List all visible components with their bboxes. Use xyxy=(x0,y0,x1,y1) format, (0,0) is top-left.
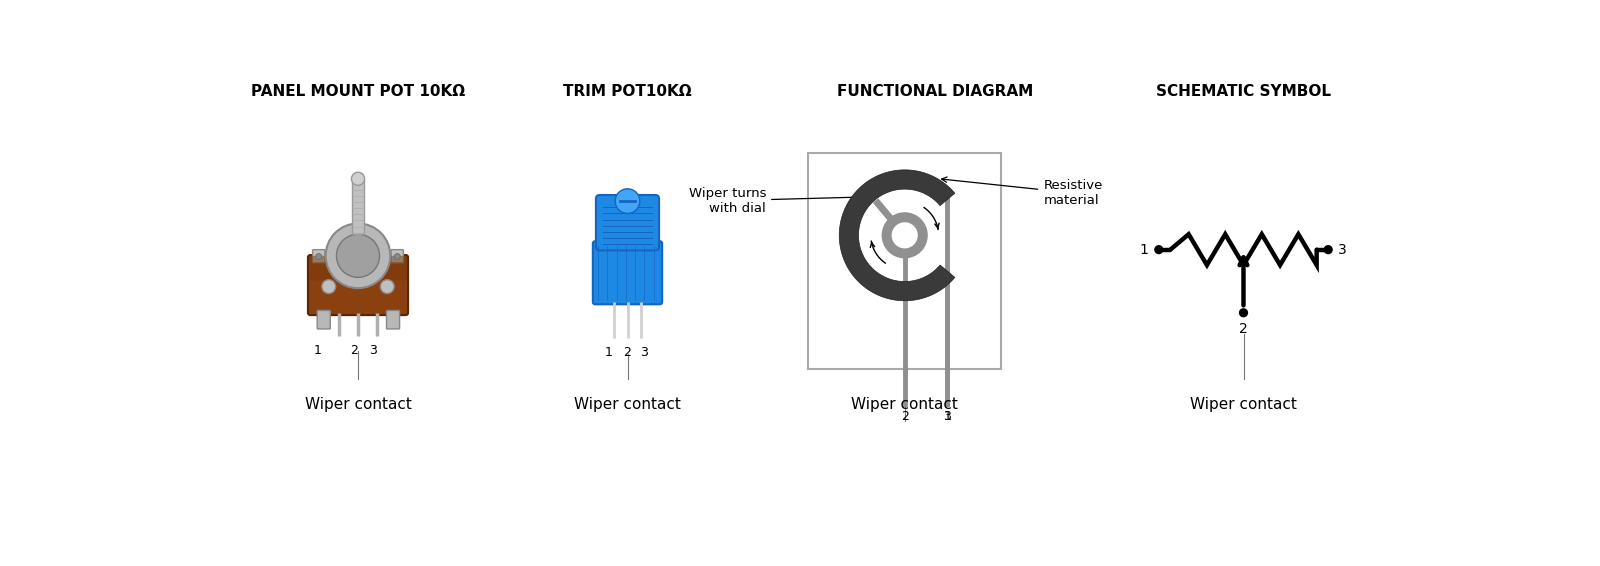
Polygon shape xyxy=(874,198,907,238)
Circle shape xyxy=(336,234,379,277)
FancyBboxPatch shape xyxy=(309,256,408,280)
Text: 2: 2 xyxy=(350,344,358,357)
Text: FUNCTIONAL DIAGRAM: FUNCTIONAL DIAGRAM xyxy=(837,84,1034,99)
Text: 1: 1 xyxy=(944,410,952,423)
Text: Wiper contact: Wiper contact xyxy=(851,397,958,413)
Text: 3: 3 xyxy=(944,410,952,423)
Text: 3: 3 xyxy=(640,346,648,359)
Bar xyxy=(352,179,365,234)
FancyBboxPatch shape xyxy=(307,255,408,315)
FancyBboxPatch shape xyxy=(594,241,662,305)
Text: 1: 1 xyxy=(1139,243,1149,256)
Text: Wiper contact: Wiper contact xyxy=(1190,397,1298,413)
Text: 2: 2 xyxy=(901,410,909,423)
Circle shape xyxy=(1238,308,1248,318)
Polygon shape xyxy=(840,170,955,301)
FancyBboxPatch shape xyxy=(390,250,403,263)
Text: Resistive
material: Resistive material xyxy=(941,177,1102,207)
FancyBboxPatch shape xyxy=(595,195,659,250)
FancyBboxPatch shape xyxy=(317,311,330,329)
Circle shape xyxy=(381,280,394,294)
Circle shape xyxy=(394,254,400,260)
Bar xyxy=(808,153,1002,369)
Circle shape xyxy=(1323,245,1333,254)
Text: 1: 1 xyxy=(605,346,613,359)
Circle shape xyxy=(1154,245,1163,254)
Text: 2: 2 xyxy=(624,346,632,359)
Circle shape xyxy=(891,222,918,248)
Text: Wiper contact: Wiper contact xyxy=(574,397,682,413)
Text: TRIM POT10KΩ: TRIM POT10KΩ xyxy=(563,84,691,99)
Text: 3: 3 xyxy=(1338,243,1347,256)
Text: Wiper contact: Wiper contact xyxy=(304,397,411,413)
Text: Wiper turns
with dial: Wiper turns with dial xyxy=(688,187,866,215)
Text: SCHEMATIC SYMBOL: SCHEMATIC SYMBOL xyxy=(1155,84,1331,99)
Circle shape xyxy=(326,224,390,288)
Text: 2: 2 xyxy=(1238,322,1248,336)
Circle shape xyxy=(322,280,336,294)
Circle shape xyxy=(352,172,365,185)
FancyBboxPatch shape xyxy=(387,311,400,329)
Circle shape xyxy=(614,189,640,213)
Circle shape xyxy=(315,254,322,260)
Text: PANEL MOUNT POT 10KΩ: PANEL MOUNT POT 10KΩ xyxy=(251,84,466,99)
Text: 3: 3 xyxy=(370,344,378,357)
FancyBboxPatch shape xyxy=(312,250,325,263)
Circle shape xyxy=(882,212,928,259)
Text: 1: 1 xyxy=(314,344,322,357)
